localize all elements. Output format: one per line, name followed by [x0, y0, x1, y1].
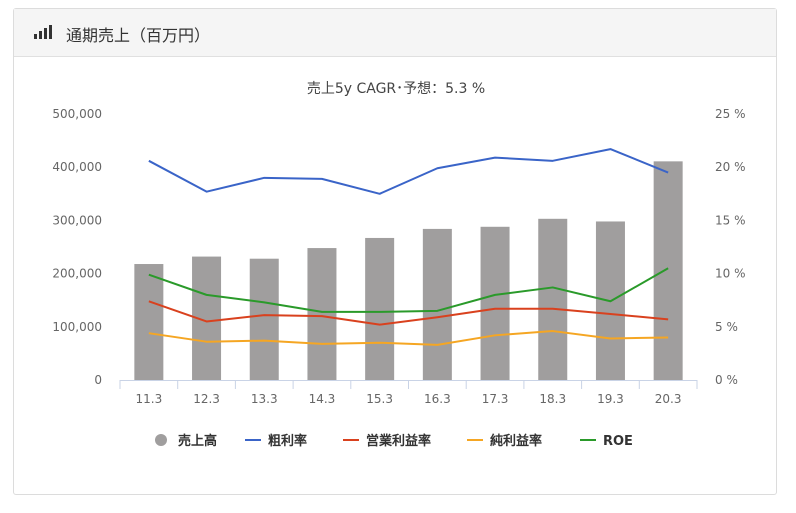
x-axis-tick-label: 16.3: [424, 392, 451, 406]
right-axis-tick-label: 15 %: [715, 213, 746, 227]
x-axis-tick-label: 17.3: [482, 392, 509, 406]
right-axis-tick-label: 0 %: [715, 373, 738, 387]
x-axis-tick-label: 18.3: [539, 392, 566, 406]
right-axis-tick-label: 25 %: [715, 107, 746, 121]
x-axis-tick-label: 15.3: [366, 392, 393, 406]
bar-chart-icon: [34, 25, 52, 39]
legend-label: 純利益率: [490, 433, 542, 449]
x-axis-tick-label: 14.3: [309, 392, 336, 406]
revenue-bar: [134, 264, 164, 380]
revenue-bar: [365, 237, 395, 380]
left-axis-tick-label: 500,000: [52, 107, 102, 121]
x-axis-tick-label: 13.3: [251, 392, 278, 406]
left-axis-tick-label: 400,000: [52, 160, 102, 174]
legend-marker-bar: [155, 434, 167, 446]
right-axis-tick-label: 20 %: [715, 160, 746, 174]
x-axis-tick-label: 20.3: [655, 392, 682, 406]
legend-label: 売上高: [178, 433, 217, 449]
revenue-bar: [249, 258, 279, 380]
chart-title: 売上5y CAGR･予想：5.3 %: [307, 81, 485, 97]
x-axis-tick-label: 19.3: [597, 392, 624, 406]
series-line-営業利益率: [148, 300, 669, 326]
chart-card: 通期売上（百万円）: [13, 8, 777, 495]
revenue-bar: [538, 218, 568, 380]
revenue-bar: [307, 248, 337, 380]
legend-label: 営業利益率: [366, 433, 431, 449]
revenue-bar: [480, 226, 510, 380]
x-axis-tick-label: 12.3: [193, 392, 220, 406]
series-line-ROE: [148, 267, 669, 313]
left-axis-tick-label: 0: [94, 373, 102, 387]
series-line-純利益率: [148, 330, 669, 346]
left-axis-tick-label: 300,000: [52, 213, 102, 227]
left-axis-tick-label: 100,000: [52, 320, 102, 334]
card-title: 通期売上（百万円）: [66, 26, 211, 45]
right-axis-tick-label: 5 %: [715, 320, 738, 334]
x-axis-tick-label: 11.3: [135, 392, 162, 406]
legend-label: ROE: [603, 434, 633, 449]
left-axis-tick-label: 200,000: [52, 267, 102, 281]
revenue-bar: [653, 161, 683, 380]
revenue-bar: [422, 228, 452, 380]
legend-label: 粗利率: [268, 433, 307, 449]
right-axis-tick-label: 10 %: [715, 267, 746, 281]
card-header: 通期売上（百万円）: [14, 9, 776, 57]
series-line-粗利率: [148, 148, 669, 195]
